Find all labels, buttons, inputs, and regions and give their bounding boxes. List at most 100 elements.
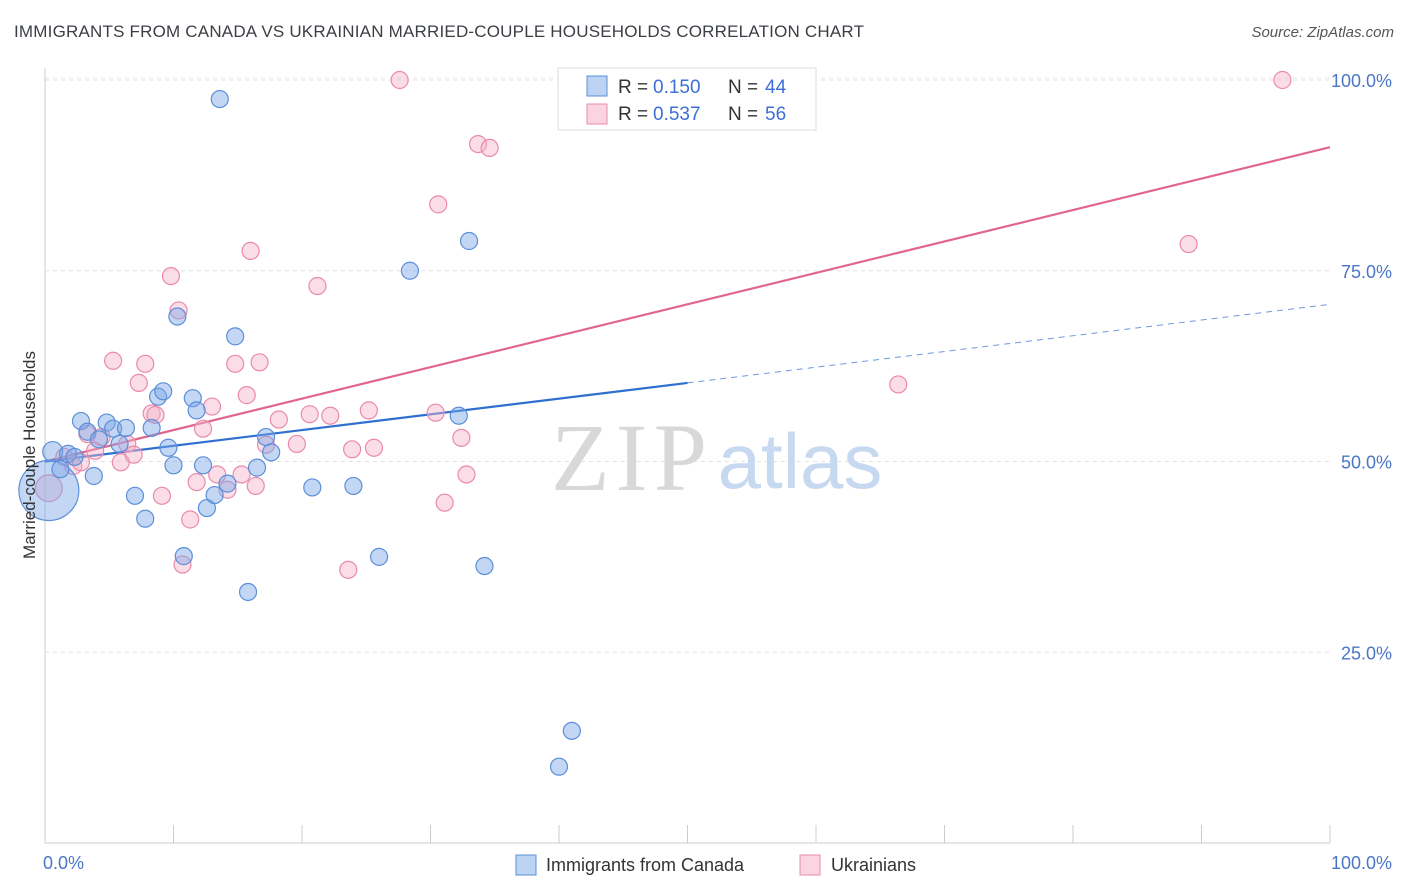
point-canada [549, 757, 569, 776]
point-ukrainians [202, 397, 222, 416]
point-ukrainians [457, 465, 476, 484]
point-canada [449, 406, 468, 425]
point-ukrainians [339, 560, 358, 579]
legend-n-value: 56 [765, 104, 786, 125]
trend-line-canada [44, 381, 688, 463]
point-ukrainians [129, 373, 148, 393]
point-canada [187, 401, 206, 420]
point-canada [125, 486, 145, 505]
source-label: Source: ZipAtlas.com [1251, 24, 1394, 41]
point-canada [71, 411, 91, 431]
point-ukrainians [152, 486, 172, 505]
trend-line-canada-extension [687, 303, 1331, 384]
bottom-legend-swatch-ukrainians [799, 854, 821, 876]
point-canada [193, 456, 213, 475]
point-ukrainians [246, 476, 265, 496]
point-ukrainians [300, 405, 319, 424]
point-canada [218, 474, 237, 493]
point-ukrainians [1179, 234, 1198, 254]
point-ukrainians [364, 438, 384, 457]
legend-n-label: N = [728, 77, 758, 98]
point-canada [370, 547, 389, 566]
point-canada [459, 231, 479, 251]
legend-r-label: R = [618, 104, 648, 125]
bottom-legend-label-ukrainians: Ukrainians [831, 855, 916, 875]
y-tick-label: 25.0% [1341, 643, 1392, 663]
point-canada [142, 418, 161, 438]
point-canada [256, 427, 276, 447]
point-ukrainians [118, 434, 137, 454]
bottom-legend-label-canada: Immigrants from Canada [546, 855, 745, 875]
point-canada [51, 460, 70, 479]
point-canada [159, 438, 178, 457]
point-canada [226, 327, 245, 346]
legend-swatch-canada [586, 75, 608, 97]
point-ukrainians [1273, 70, 1292, 90]
point-canada [110, 434, 129, 454]
legend: R = 0.150 N = 44 R = 0.537 N = 56 [557, 67, 817, 131]
legend-r-value: 0.537 [653, 104, 701, 125]
trend-lines [44, 146, 1331, 463]
axes [44, 68, 1331, 844]
point-ukrainians [429, 195, 448, 214]
point-canada [154, 382, 173, 401]
point-canada [136, 509, 155, 528]
point-ukrainians [169, 301, 188, 320]
point-ukrainians [390, 70, 409, 90]
point-canada [205, 485, 224, 505]
point-canada [210, 89, 229, 109]
legend-r-label: R = [618, 77, 648, 98]
point-ukrainians [269, 410, 288, 429]
watermark-atlas: atlas [718, 417, 883, 505]
point-ukrainians [187, 473, 206, 492]
point-canada [562, 721, 581, 740]
point-ukrainians [480, 138, 499, 158]
point-ukrainians [208, 465, 227, 484]
point-ukrainians [468, 134, 488, 154]
point-ukrainians [308, 276, 327, 296]
x-tick-label: 100.0% [1331, 853, 1392, 873]
trend-line-ukrainians [44, 146, 1331, 463]
point-ukrainians [426, 403, 445, 422]
point-ukrainians [232, 465, 251, 484]
watermark-zip: ZIP [551, 404, 713, 511]
y-tick-label: 50.0% [1341, 453, 1392, 473]
point-ukrainians [287, 434, 306, 454]
point-canada [65, 447, 84, 467]
point-ukrainians [124, 445, 143, 464]
y-tick-label: 100.0% [1331, 71, 1392, 91]
point-canada [475, 556, 494, 576]
point-ukrainians [34, 474, 63, 503]
point-canada [168, 307, 187, 326]
legend-n-value: 44 [765, 77, 787, 98]
point-canada [104, 419, 123, 438]
watermark: ZIP atlas [551, 404, 882, 511]
y-axis-label: Married-couple Households [20, 351, 39, 559]
point-canada [344, 476, 363, 496]
point-canada [42, 440, 64, 463]
point-canada [164, 456, 183, 475]
legend-r-value: 0.150 [653, 77, 701, 98]
point-canada [262, 443, 281, 462]
legend-swatch-ukrainians [586, 103, 608, 125]
point-ukrainians [104, 351, 123, 370]
point-ukrainians [193, 419, 213, 438]
tick-labels: 25.0% 50.0% 75.0% 100.0% 0.0% 100.0% [43, 71, 1392, 873]
point-canada [174, 547, 193, 566]
point-ukrainians [321, 406, 340, 425]
point-ukrainians [226, 354, 245, 373]
point-ukrainians [343, 440, 362, 459]
point-canada [238, 582, 258, 602]
point-ukrainians [161, 266, 181, 286]
bottom-legend: Immigrants from Canada Ukrainians [515, 854, 916, 876]
point-ukrainians [250, 353, 269, 372]
x-tick-label: 0.0% [43, 853, 84, 873]
point-canada [84, 466, 103, 486]
point-ukrainians [435, 493, 454, 512]
chart-title: IMMIGRANTS FROM CANADA VS UKRAINIAN MARR… [14, 22, 865, 41]
point-ukrainians [181, 510, 200, 529]
point-canada [89, 430, 109, 449]
point-canada [400, 261, 420, 280]
y-tick-label: 75.0% [1341, 262, 1392, 282]
